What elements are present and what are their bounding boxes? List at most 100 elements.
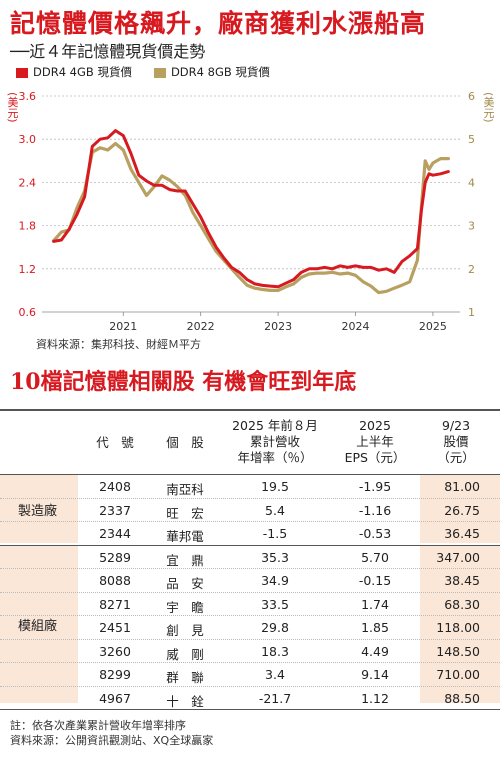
cell-name: 十 銓 [166, 693, 204, 709]
footnote-sort: 註：依各次產業累計營收年增率排序 [10, 719, 186, 732]
page-title: 記憶體價格飆升，廠商獲利水漲船高 [10, 9, 427, 38]
stock-table: 代 號 個 股 2025 年前８月 累計營收 年增率（％） 2025 上半年 E… [0, 409, 500, 710]
cell-rev: 5.4 [265, 502, 285, 518]
cell-name: 創 見 [166, 623, 204, 638]
legend-label-8gb: DDR4 8GB 現貨價 [170, 65, 270, 79]
header-eps-l3: EPS（元） [344, 450, 406, 465]
header-price: 9/23 股價 （元） [420, 418, 492, 466]
header-price-l1: 9/23 [441, 418, 471, 433]
y-left-tick-label: 0.6 [19, 306, 37, 319]
left-axis-unit: (美元) [6, 92, 19, 123]
y-left-tick-label: 1.8 [19, 220, 37, 233]
cell-eps: 4.49 [361, 643, 389, 659]
x-tick-label: 2022 [187, 320, 215, 333]
legend-item-8gb: DDR4 8GB 現貨價 [153, 64, 270, 80]
header-price-l3: （元） [437, 450, 475, 465]
table-row: 2451 創 見 29.8 1.85 118.00 [0, 616, 500, 640]
x-tick-label: 2021 [109, 320, 137, 333]
cell-rev: -21.7 [258, 690, 292, 706]
cell-name: 群 聯 [166, 670, 204, 685]
y-right-tick-label: 1 [468, 306, 475, 319]
table-row: 8271 宇 瞻 33.5 1.74 68.30 [0, 593, 500, 616]
cell-price: 81.00 [444, 479, 480, 494]
series-line-4gb [52, 129, 450, 289]
header-eps-l2: 上半年 [356, 434, 394, 449]
cell-rev: -1.5 [262, 526, 288, 541]
cell-rev: 18.3 [261, 643, 289, 659]
cell-price: 88.50 [444, 690, 480, 706]
header-name: 個 股 [166, 435, 204, 450]
x-tick-label: 2025 [419, 320, 447, 333]
group-label-cell: 模組廠 [0, 545, 79, 703]
cell-price: 68.30 [444, 596, 480, 612]
cell-price: 38.45 [444, 573, 480, 588]
header-code: 代 號 [96, 435, 134, 450]
table-header: 代 號 個 股 2025 年前８月 累計營收 年增率（％） 2025 上半年 E… [0, 409, 500, 475]
cell-name: 威 剛 [166, 646, 204, 662]
legend-item-4gb: DDR4 4GB 現貨價 [16, 64, 132, 80]
cell-code: 8299 [99, 667, 131, 682]
cell-rev: 29.8 [261, 620, 289, 635]
group-label: 模組廠 [17, 619, 57, 635]
cell-name: 華邦電 [166, 529, 204, 544]
legend-swatch-4gb [16, 67, 28, 78]
section-title: 10檔記憶體相關股 有機會旺到年底 [10, 369, 357, 395]
header-eps: 2025 上半年 EPS（元） [330, 418, 420, 466]
cell-code: 2408 [99, 479, 131, 494]
table-row: 8088 品 安 34.9 -0.15 38.45 [0, 569, 500, 593]
legend-swatch-8gb [153, 67, 166, 78]
cell-eps: 1.74 [361, 596, 389, 612]
cell-price: 36.45 [444, 526, 480, 541]
legend-label-4gb: DDR4 4GB 現貨價 [33, 65, 132, 79]
chart-legend: DDR4 4GB 現貨價 DDR4 8GB 現貨價 [16, 64, 270, 80]
cell-eps: 9.14 [361, 667, 389, 682]
table-row: 5289 宜 鼎 35.3 5.70 347.00 [0, 546, 500, 569]
cell-code: 2337 [99, 502, 131, 518]
cell-rev: 34.9 [261, 573, 289, 588]
cell-rev: 19.5 [261, 479, 289, 494]
y-left-tick-label: 1.2 [19, 263, 37, 276]
cell-name: 品 安 [166, 576, 204, 591]
cell-price: 710.00 [436, 667, 480, 682]
cell-code: 3260 [99, 643, 131, 659]
cell-name: 宇 瞻 [166, 599, 204, 615]
table-row: 3260 威 剛 18.3 4.49 148.50 [0, 640, 500, 663]
cell-price: 347.00 [436, 549, 480, 565]
table-group: 模組廠 5289 宜 鼎 35.3 5.70 347.00 8088 品 安 34.9 -0.15… [0, 545, 500, 710]
x-tick-label: 2023 [264, 320, 292, 333]
header-rev-l3: 年增率（％） [237, 450, 313, 465]
cell-eps: -0.15 [358, 573, 392, 588]
cell-code: 5289 [99, 549, 131, 565]
y-left-tick-label: 3.0 [19, 133, 37, 146]
y-left-tick-label: 2.4 [19, 176, 37, 189]
cell-price: 148.50 [436, 643, 480, 659]
cell-eps: -1.16 [358, 502, 392, 518]
cell-rev: 35.3 [261, 549, 289, 565]
series-line-8gb [51, 141, 450, 295]
cell-rev: 33.5 [261, 596, 289, 612]
y-right-tick-label: 6 [468, 90, 475, 103]
header-price-l2: 股價 [443, 434, 469, 449]
table-group: 製造廠 2408 南亞科 19.5 -1.95 81.00 2337 旺 宏 5.4 -1.16 2… [0, 475, 500, 546]
cell-price: 26.75 [444, 502, 480, 518]
table-row: 8299 群 聯 3.4 9.14 710.00 [0, 663, 500, 687]
cell-name: 宜 鼎 [166, 552, 204, 568]
cell-name: 旺 宏 [166, 505, 204, 521]
x-tick-label: 2024 [342, 320, 370, 333]
table-row: 4967 十 銓 -21.7 1.12 88.50 [0, 687, 500, 710]
group-label: 製造廠 [17, 503, 57, 519]
price-line-chart: 0.6 1.2 1.8 2.4 3.0 3.6 1 2 3 4 5 6 2021 2022 2023 2024… [19, 90, 476, 333]
cell-code: 2344 [99, 526, 131, 541]
table-row: 2337 旺 宏 5.4 -1.16 26.75 [0, 499, 500, 522]
y-right-tick-label: 5 [468, 133, 475, 146]
cell-rev: 3.4 [265, 667, 285, 682]
cell-eps: 1.12 [361, 690, 389, 706]
cell-eps: 1.85 [361, 620, 389, 635]
cell-eps: -1.95 [358, 479, 392, 494]
y-left-tick-label: 3.6 [19, 90, 37, 103]
header-rev-l1: 2025 年前８月 [232, 418, 318, 433]
header-eps-l1: 2025 [359, 418, 391, 433]
cell-price: 118.00 [436, 620, 480, 635]
footnote-source: 資料來源：公開資訊觀測站、XQ全球贏家 [10, 734, 214, 747]
right-axis-unit: (美元) [482, 92, 495, 123]
